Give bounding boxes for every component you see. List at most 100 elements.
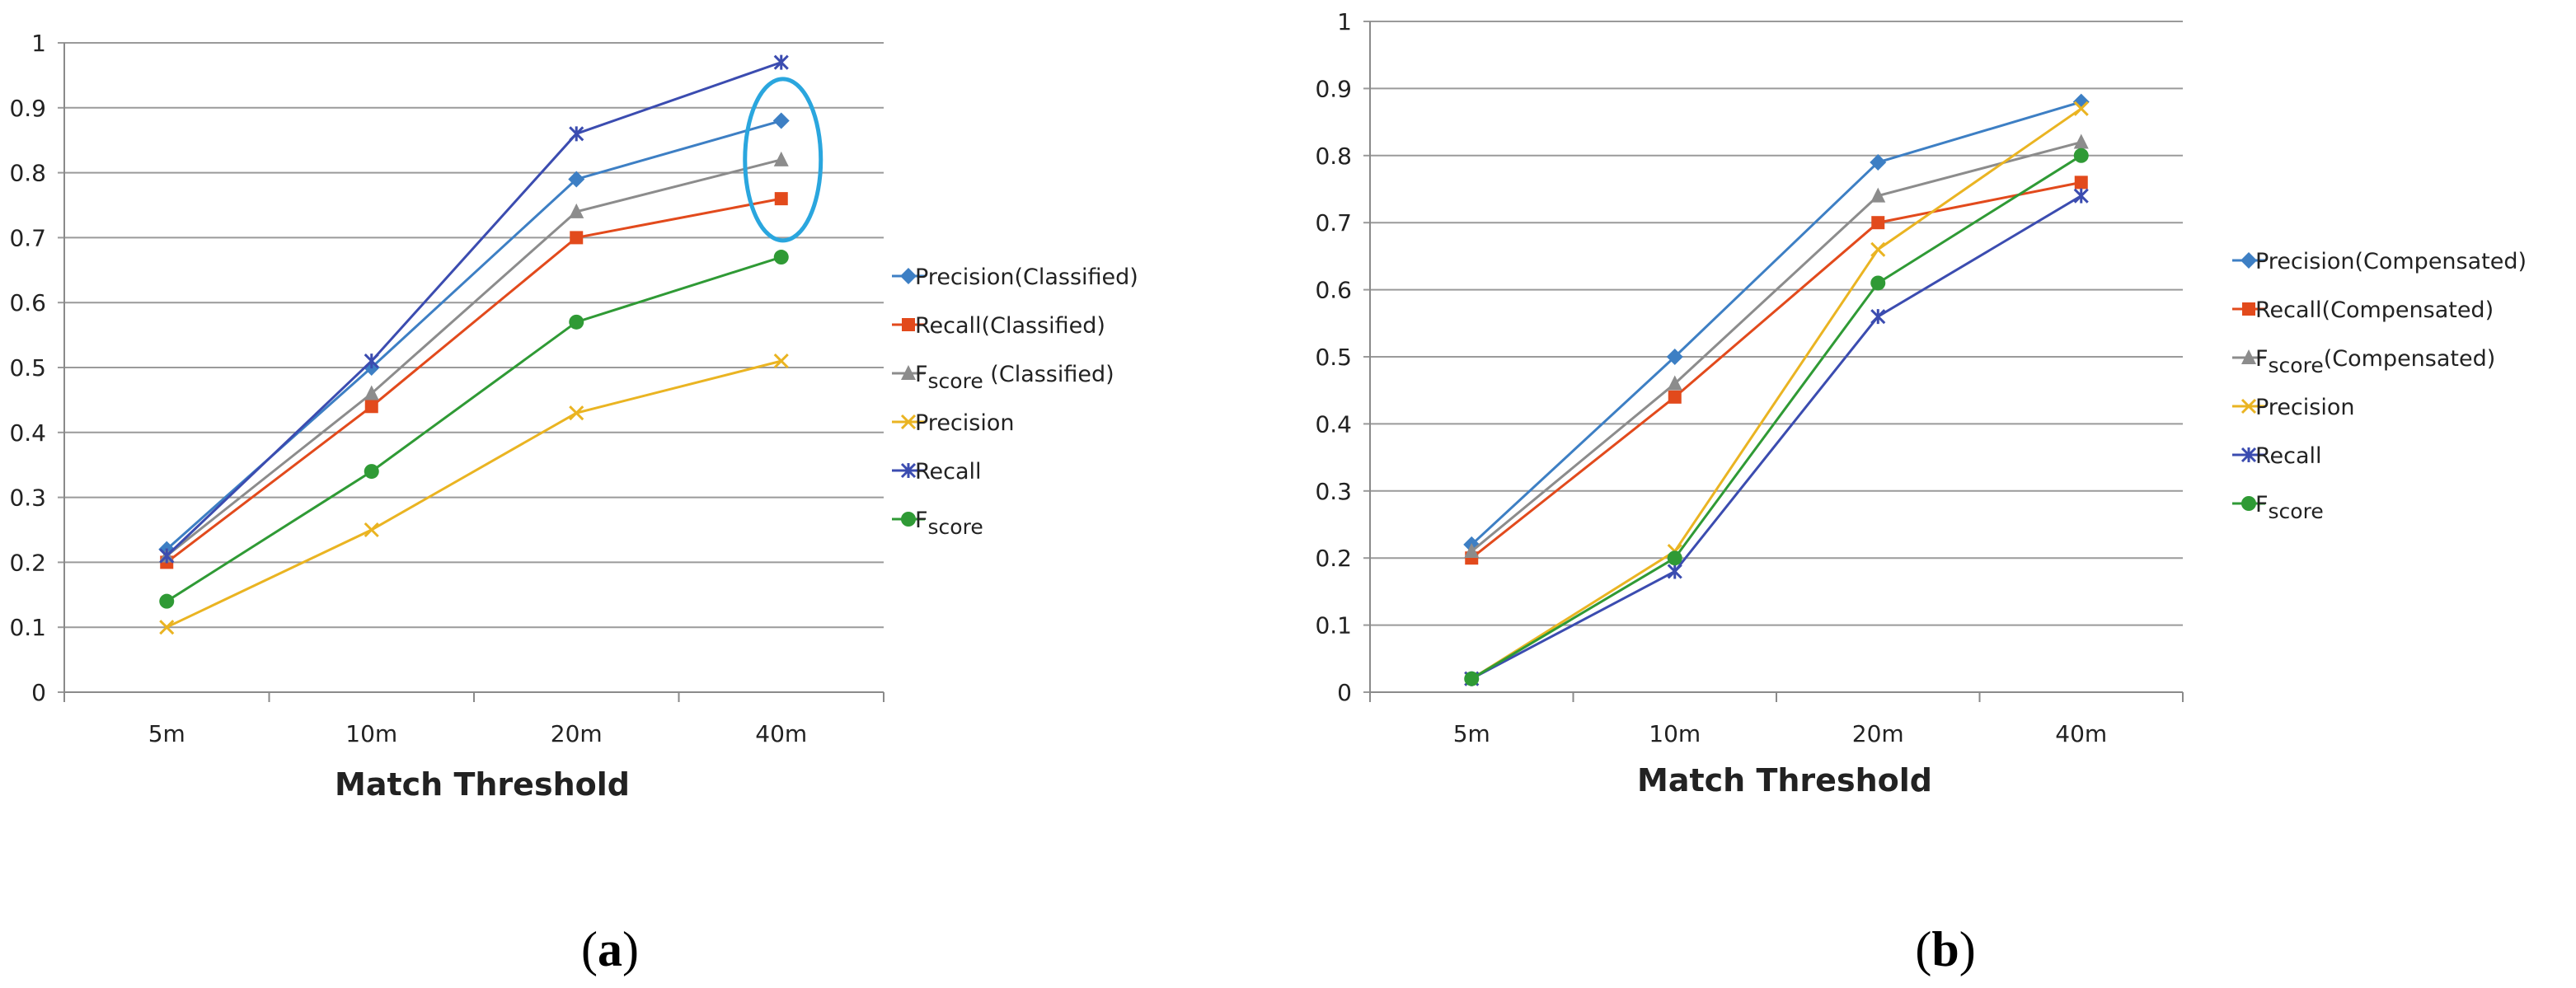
- legend-label: Recall: [915, 459, 982, 485]
- highlight-ellipse: [743, 77, 823, 243]
- data-point: [569, 405, 584, 421]
- x-axis-title: Match Threshold: [1637, 762, 1932, 798]
- legend-marker: [2241, 398, 2257, 414]
- y-tick-label: 0: [31, 679, 46, 706]
- legend-marker: [902, 318, 915, 331]
- data-point: [569, 203, 584, 218]
- legend-entry: Recall: [892, 459, 982, 485]
- y-tick-label: 0.8: [1315, 143, 1352, 170]
- legend-entry: Fscore(Compensated): [2232, 346, 2495, 377]
- panel-caption: (a): [581, 922, 639, 976]
- legend-entry: Precision: [2232, 395, 2354, 420]
- data-point: [1666, 349, 1683, 365]
- legend-marker: [2241, 447, 2257, 463]
- legend-marker: [2241, 252, 2257, 269]
- y-tick-label: 1: [31, 30, 46, 57]
- data-point: [774, 192, 788, 206]
- y-tick-label: 0.8: [9, 160, 46, 187]
- series: [1463, 93, 2090, 553]
- legend-label: Recall(Compensated): [2255, 297, 2494, 323]
- y-tick-label: 0.2: [1315, 545, 1352, 572]
- x-tick-label: 20m: [1852, 720, 1904, 747]
- data-point: [772, 112, 790, 129]
- series-line: [1471, 154, 2082, 681]
- data-point: [1870, 309, 1886, 325]
- data-point: [1870, 187, 1886, 203]
- data-point: [1667, 375, 1682, 391]
- legend-entry: Recall: [2232, 443, 2322, 469]
- legend-label: Recall: [2255, 443, 2322, 469]
- y-tick-label: 0.5: [9, 354, 46, 382]
- y-tick-label: 0.3: [9, 485, 46, 512]
- x-tick-label: 5m: [148, 720, 185, 747]
- data-point: [568, 171, 585, 188]
- series: [159, 250, 789, 609]
- series-line: [1471, 141, 2082, 553]
- y-tick-label: 0.3: [1315, 478, 1352, 505]
- x-axis-title: Match Threshold: [335, 766, 630, 803]
- data-point: [569, 126, 584, 142]
- x-tick-label: 40m: [2055, 720, 2107, 747]
- series-line: [166, 197, 782, 564]
- y-tick-label: 0.4: [9, 419, 46, 447]
- legend-label: Recall(Classified): [915, 313, 1105, 339]
- data-point: [2073, 188, 2089, 204]
- x-tick-label: 5m: [1453, 720, 1490, 747]
- series-line: [1471, 194, 2082, 681]
- data-point: [1464, 671, 1480, 686]
- chart-panel-b: 0 0.1 0.2 0.3 0.4 0.5 0.6 0.7 0.8 0.9 1 5m 10m 20m 40m…: [1315, 8, 2527, 976]
- legend-label: Precision: [915, 410, 1014, 436]
- series-line: [166, 61, 782, 557]
- data-point: [364, 400, 378, 414]
- data-point: [364, 464, 379, 480]
- legend-label: Fscore: [2255, 492, 2324, 523]
- data-point: [2073, 101, 2089, 116]
- data-point: [1464, 543, 1480, 559]
- legend-label: Precision(Compensated): [2255, 249, 2527, 274]
- x-tick-label: 40m: [755, 720, 807, 747]
- data-point: [773, 151, 789, 166]
- data-point: [1667, 564, 1682, 579]
- legend-entry: Recall(Compensated): [2232, 297, 2494, 323]
- chart-panel-a: 0 0.1 0.2 0.3 0.4 0.5 0.6 0.7 0.8 0.9 1 5m 10m 20m 40m…: [9, 30, 1138, 976]
- data-point: [364, 522, 379, 538]
- x-tick-label: 20m: [551, 720, 603, 747]
- series: [1464, 101, 2089, 686]
- legend-marker: [901, 512, 916, 527]
- series: [1464, 133, 2089, 559]
- legend-entry: Recall(Classified): [892, 313, 1105, 339]
- legend-entry: Precision(Classified): [892, 265, 1138, 290]
- y-tick-label: 0: [1337, 679, 1352, 706]
- legend-entry: Precision(Compensated): [2232, 249, 2527, 274]
- data-point: [2073, 133, 2089, 149]
- legend-entry: Fscore (Classified): [892, 362, 1114, 393]
- legend-label: Fscore: [915, 508, 983, 539]
- y-tick-label: 0.4: [1315, 410, 1352, 438]
- data-point: [159, 620, 175, 635]
- y-tick-label: 0.9: [1315, 75, 1352, 102]
- series: [158, 112, 790, 558]
- series-line: [166, 359, 782, 629]
- data-point: [2073, 147, 2089, 163]
- panel-caption: (b): [1915, 922, 1975, 976]
- data-point: [159, 548, 175, 564]
- series-line: [1471, 101, 2082, 546]
- data-point: [773, 54, 789, 70]
- legend-marker: [900, 268, 917, 284]
- legend-marker: [900, 462, 917, 479]
- data-point: [364, 385, 379, 400]
- legend-entry: Fscore: [2232, 492, 2324, 523]
- series-line: [166, 255, 782, 602]
- series-line: [1471, 180, 2082, 560]
- legend-marker: [900, 414, 917, 430]
- data-point: [1870, 241, 1886, 257]
- series: [159, 354, 789, 635]
- series-line: [166, 158, 782, 557]
- legend-marker: [2241, 496, 2256, 511]
- series: [1465, 176, 2088, 565]
- series: [159, 54, 789, 564]
- data-point: [1871, 216, 1885, 230]
- legend-label: Precision(Classified): [915, 265, 1138, 290]
- legend-marker: [2241, 349, 2256, 364]
